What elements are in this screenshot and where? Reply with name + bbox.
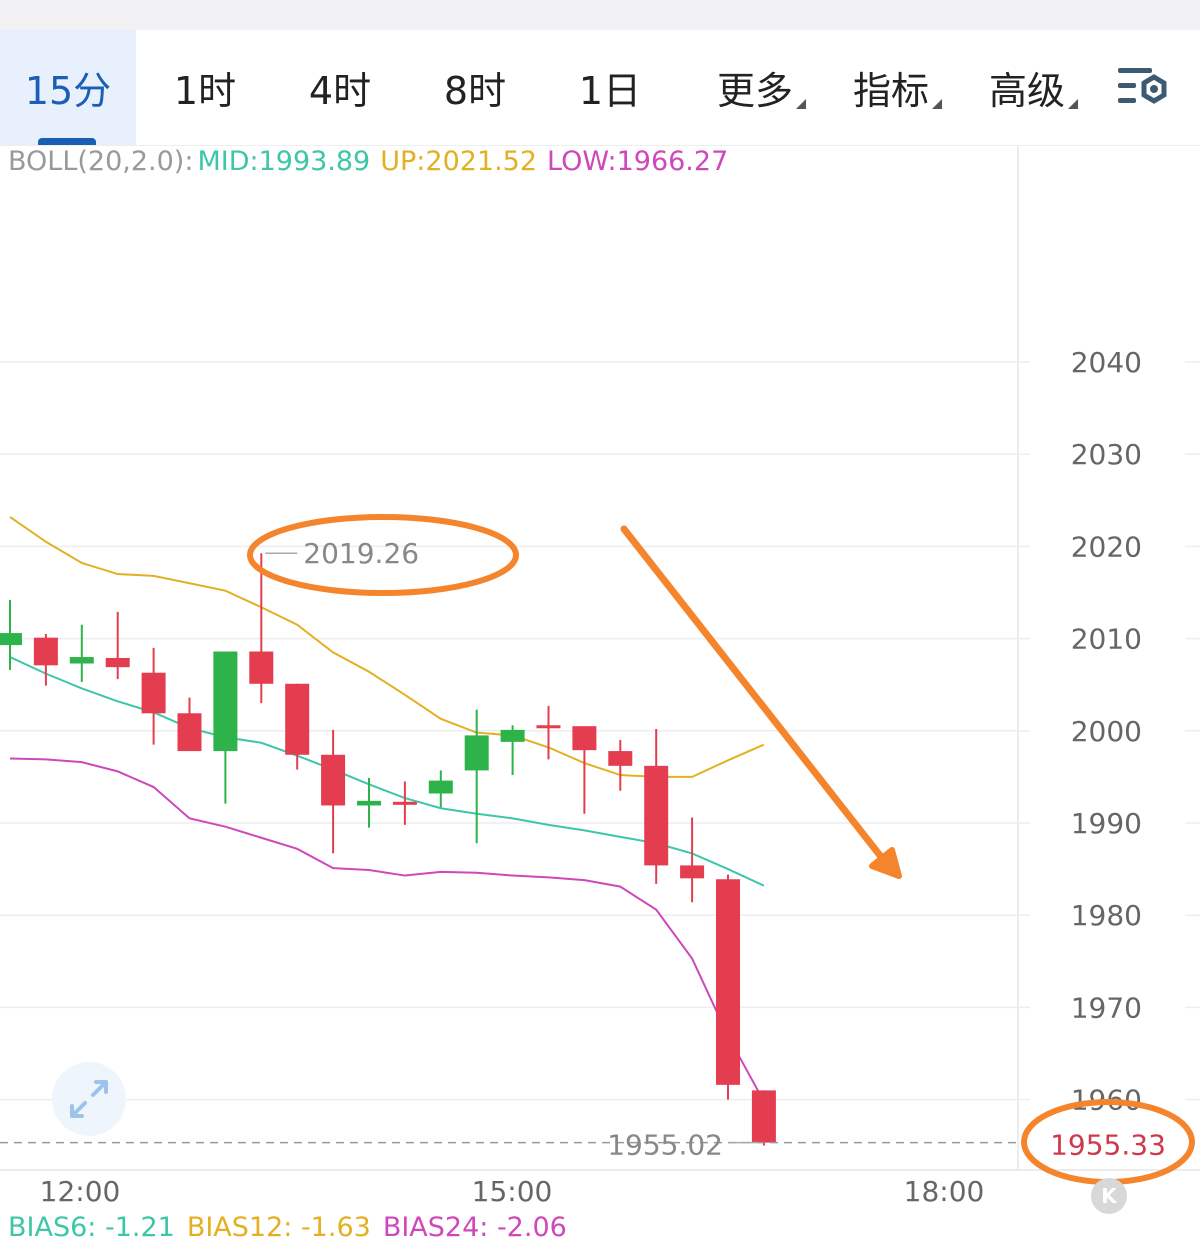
candle-body: [0, 633, 22, 646]
down-trend-arrow-shaft: [620, 525, 886, 862]
tab-more[interactable]: 更多: [700, 30, 810, 145]
candle-body: [392, 801, 417, 805]
expand-chart-button[interactable]: [52, 1062, 126, 1136]
candle-body: [357, 800, 381, 806]
last-price-label: 1955.33: [1050, 1129, 1166, 1162]
bias6-value: BIAS6: -1.21: [8, 1212, 175, 1243]
y-tick-label: 2010: [1071, 623, 1142, 656]
candle-body: [213, 651, 238, 752]
dropdown-triangle-icon: [796, 99, 806, 109]
k-line-button[interactable]: K: [1091, 1178, 1127, 1214]
boll-mid-line: [9, 656, 765, 887]
bias-indicator-readout: BIAS6: -1.21 BIAS12: -1.63 BIAS24: -2.06: [8, 1212, 579, 1243]
high-annotation-ellipse: [247, 514, 519, 596]
candle-body: [69, 657, 94, 664]
y-tick-label: 1990: [1071, 807, 1142, 840]
timeframe-tab-bar: 15分 1时 4时 8时 1日 更多 指标 高级: [0, 30, 1200, 146]
expand-arrows-icon: [70, 1080, 108, 1118]
boll-up-value: UP:2021.52: [380, 146, 538, 177]
boll-indicator-readout: BOLL(20,2.0): MID:1993.89 UP:2021.52 LOW:19…: [8, 146, 738, 177]
candle-body: [716, 879, 740, 1085]
tab-label: 1日: [578, 69, 642, 113]
candle-body: [105, 657, 130, 668]
candle-body: [177, 713, 202, 752]
y-tick-label: 1970: [1071, 991, 1142, 1024]
candle-body: [608, 751, 633, 766]
y-tick-label: 2020: [1071, 530, 1142, 563]
candle-body: [249, 651, 274, 684]
tab-indicators[interactable]: 指标: [836, 30, 946, 145]
bias12-value: BIAS12: -1.63: [186, 1212, 371, 1243]
dropdown-triangle-icon: [932, 99, 942, 109]
tab-label: 15分: [24, 69, 112, 113]
tab-label: 1时: [173, 69, 237, 113]
status-strip: [0, 0, 1200, 30]
bias24-value: BIAS24: -2.06: [382, 1212, 567, 1243]
y-tick-label: 2030: [1071, 438, 1142, 471]
candle-body: [572, 726, 597, 751]
candle-body: [321, 754, 346, 806]
candle-body: [33, 637, 58, 666]
tab-label: 8时: [443, 69, 507, 113]
tab-4h[interactable]: 4时: [275, 30, 405, 145]
tab-15min[interactable]: 15分: [0, 30, 136, 145]
tab-label: 指标: [852, 69, 929, 113]
high-marker-label: 2019.26: [303, 537, 419, 570]
x-tick-label: 18:00: [904, 1175, 985, 1208]
candle-body: [141, 672, 166, 714]
chart-settings-icon[interactable]: [1112, 62, 1172, 112]
low-marker-label: 1955.02: [607, 1129, 723, 1162]
candle-body: [536, 725, 561, 729]
tab-label: 4时: [308, 69, 372, 113]
tab-8h[interactable]: 8时: [410, 30, 540, 145]
candle-body: [285, 683, 310, 755]
boll-upper-line: [9, 516, 765, 778]
dropdown-triangle-icon: [1068, 99, 1078, 109]
candle-body: [751, 1090, 776, 1143]
active-tab-indicator: [38, 138, 96, 145]
tab-1d[interactable]: 1日: [545, 30, 675, 145]
y-tick-label: 2040: [1071, 346, 1142, 379]
boll-lower-line: [9, 757, 765, 1102]
y-tick-label: 1980: [1071, 899, 1142, 932]
boll-low-value: LOW:1966.27: [547, 146, 729, 177]
candle-body: [428, 780, 453, 794]
tab-label: 更多: [716, 69, 793, 113]
boll-label: BOLL(20,2.0):: [8, 146, 194, 177]
tab-label: 高级: [988, 69, 1065, 113]
x-tick-label: 12:00: [40, 1175, 121, 1208]
down-trend-arrow-head: [869, 847, 902, 879]
tab-advanced[interactable]: 高级: [972, 30, 1082, 145]
candle-body: [464, 735, 489, 771]
candle-body: [644, 765, 669, 866]
x-tick-label: 15:00: [472, 1175, 553, 1208]
tab-1h[interactable]: 1时: [140, 30, 270, 145]
candle-body: [680, 865, 705, 879]
y-tick-label: 2000: [1071, 715, 1142, 748]
boll-mid-value: MID:1993.89: [197, 146, 371, 177]
candle-body: [500, 729, 525, 742]
